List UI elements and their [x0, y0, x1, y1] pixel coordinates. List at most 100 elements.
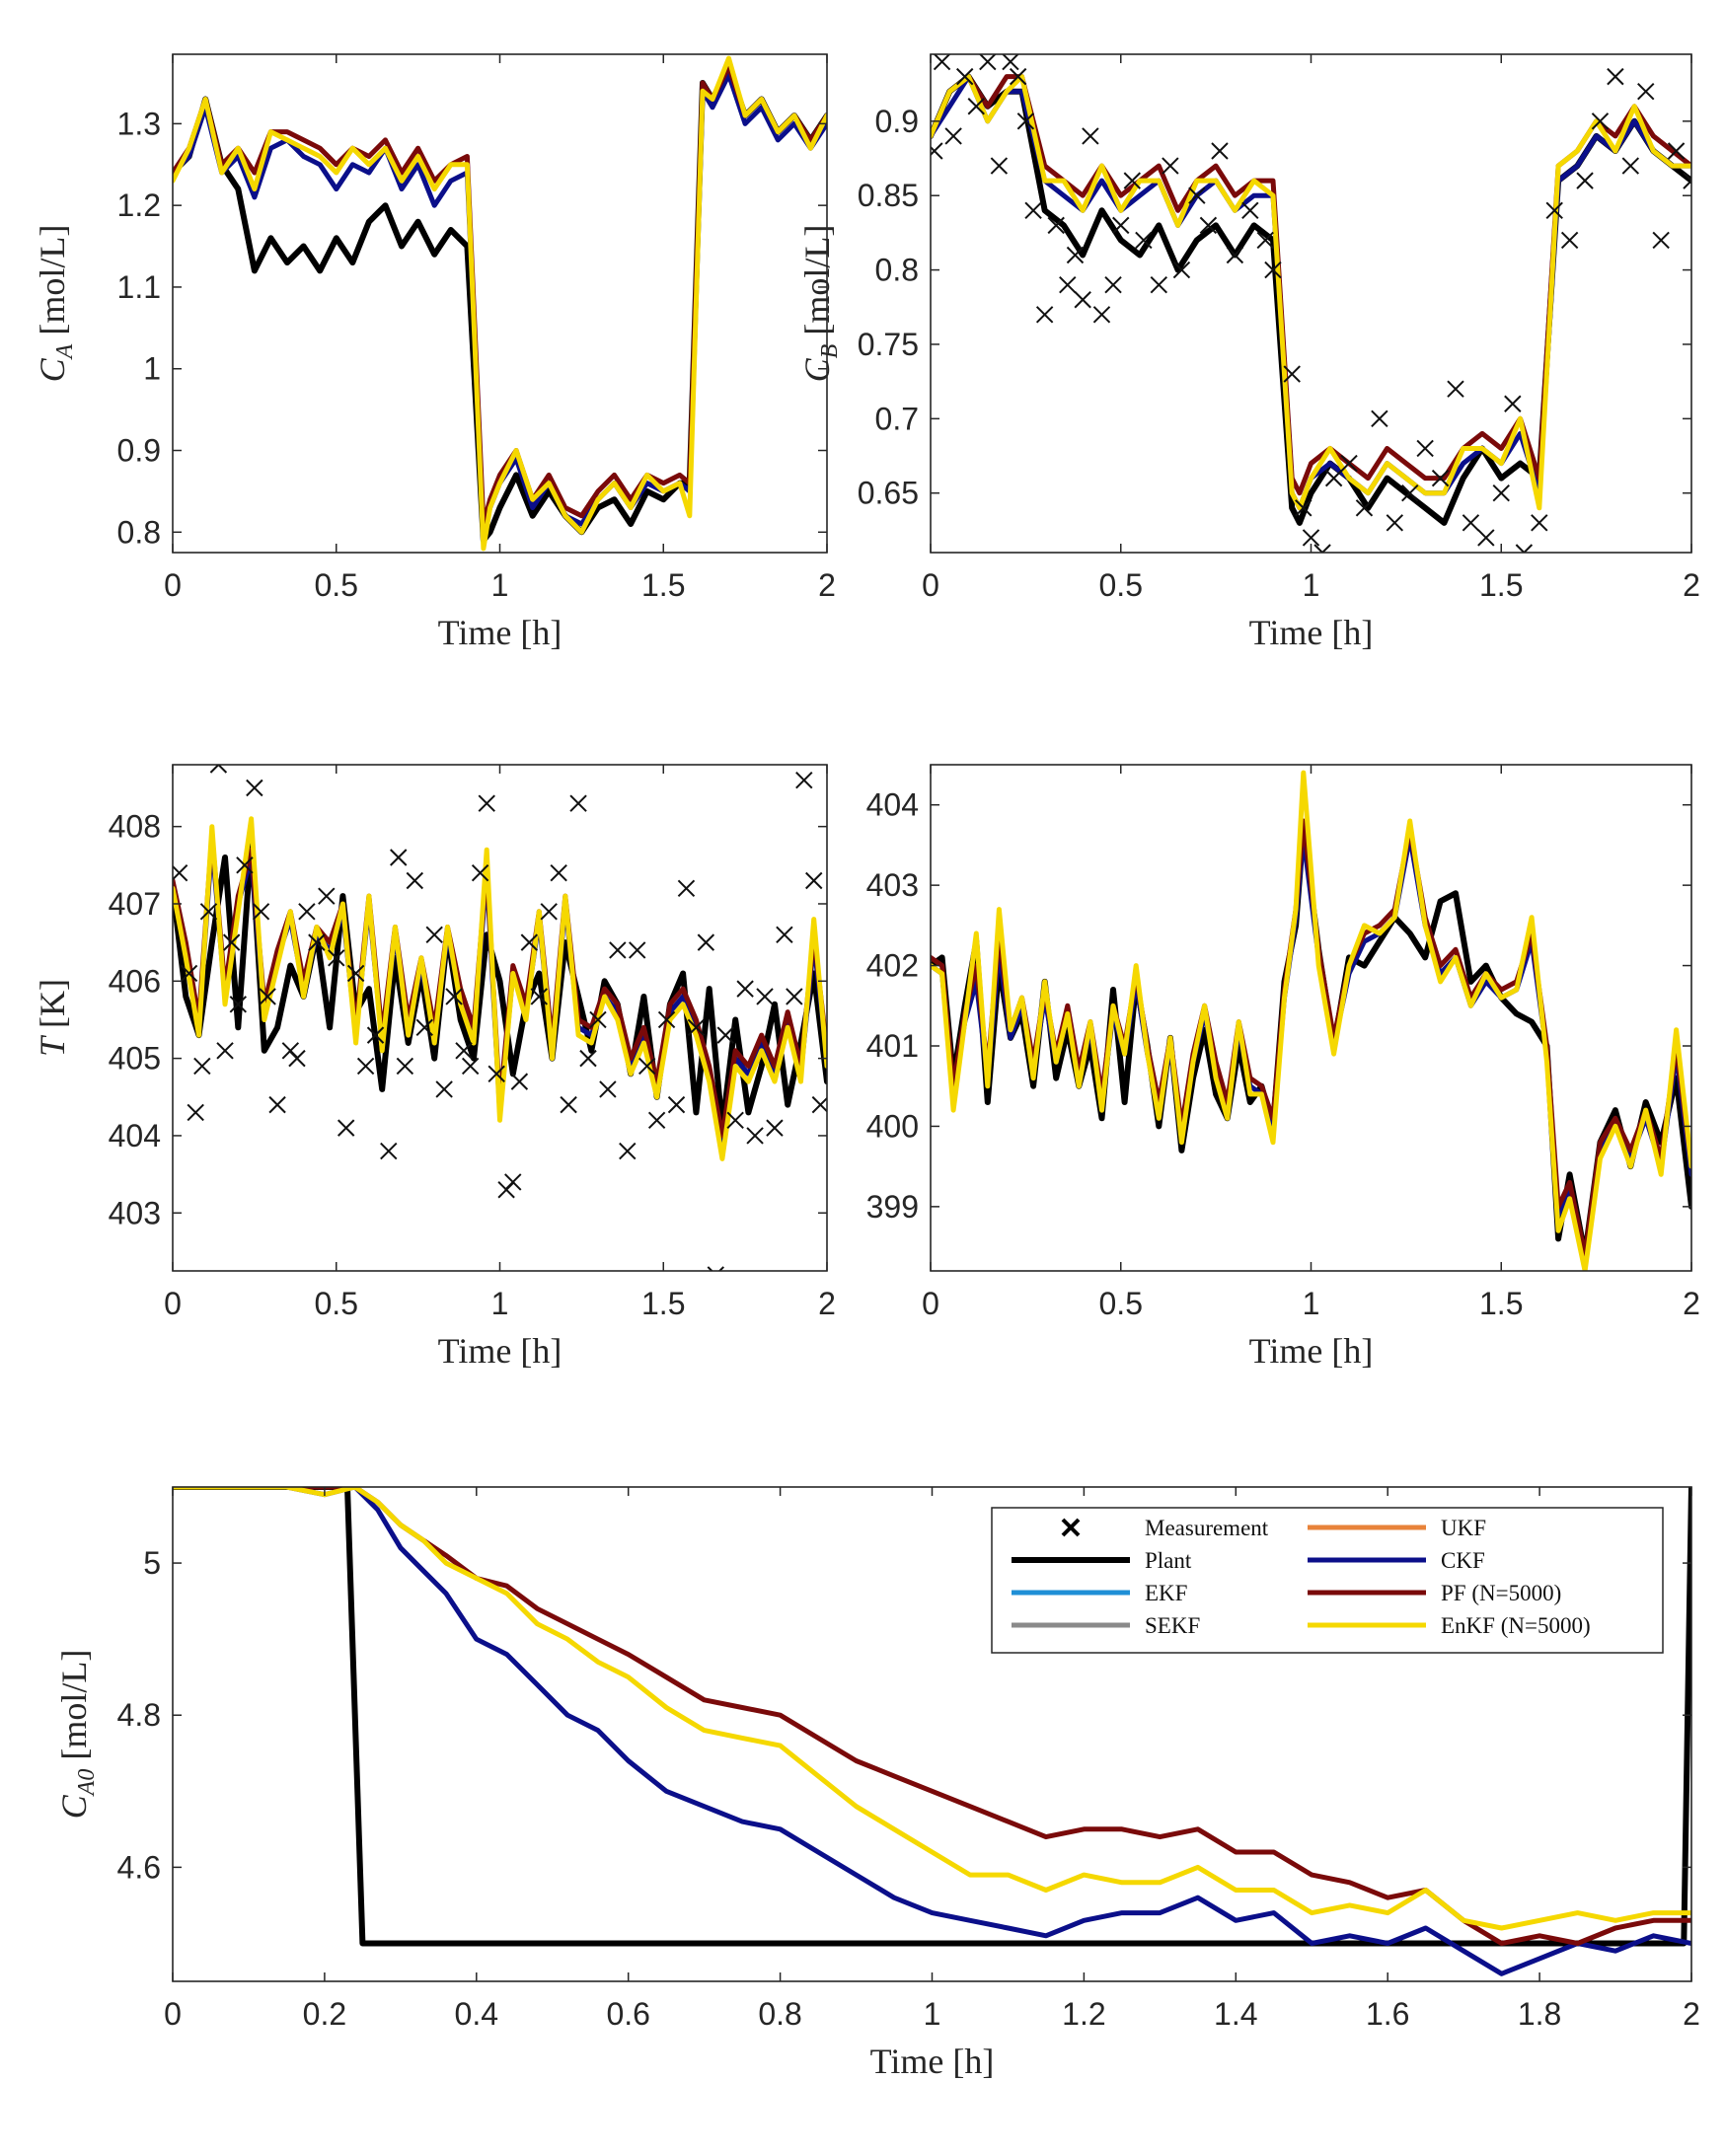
x-tick-label: 2 — [1683, 1286, 1700, 1321]
measurement-marker — [1016, 112, 1035, 130]
measurement-marker — [746, 1127, 764, 1145]
measurement-marker — [1283, 365, 1301, 383]
measurement-marker — [1047, 216, 1065, 235]
y-axis-label-subscript: A0 — [74, 1769, 100, 1798]
measurement-marker — [756, 988, 774, 1005]
plot-lines — [931, 54, 1691, 553]
x-tick-label: 0.5 — [315, 1286, 358, 1321]
measurement-marker — [687, 1018, 706, 1036]
measurement-marker — [1112, 216, 1130, 235]
x-tick-label: 1.5 — [641, 567, 685, 603]
measurement-marker — [933, 54, 951, 71]
plot-lines — [931, 770, 1691, 1271]
measurement-marker — [1652, 231, 1670, 250]
measurement-marker — [1002, 54, 1019, 71]
measurement-marker — [530, 988, 548, 1005]
y-tick-label: 405 — [109, 1041, 161, 1077]
y-tick-label: 1 — [143, 351, 161, 387]
series-line-ckf — [173, 1487, 1691, 1976]
x-tick-label: 1 — [924, 1996, 941, 2032]
measurement-marker — [766, 1119, 784, 1137]
y-tick-label: 0.7 — [875, 401, 919, 436]
y-axis-label-symbol: C — [54, 1794, 94, 1819]
measurement-marker — [1504, 395, 1522, 412]
measurement-marker — [647, 1111, 666, 1129]
measurement-marker — [931, 142, 943, 160]
x-tick-label: 0.2 — [303, 1996, 346, 2032]
measurement-marker — [390, 849, 408, 866]
legend-box — [991, 1507, 1664, 1654]
legend-label: UKF — [1441, 1516, 1486, 1540]
measurement-marker — [1515, 544, 1534, 553]
measurement-marker — [1401, 483, 1419, 502]
y-tick-label: 0.75 — [858, 327, 919, 362]
measurement-marker — [1416, 439, 1434, 458]
y-tick-label: 400 — [866, 1108, 919, 1144]
measurement-marker — [173, 863, 188, 882]
measurement-marker — [520, 933, 539, 951]
y-tick-label: 404 — [866, 787, 919, 823]
y-axis-label-subscript: B — [817, 343, 843, 358]
measurement-marker — [1576, 172, 1594, 189]
measurement-marker — [786, 988, 803, 1005]
measurement-marker — [209, 765, 228, 774]
x-axis-label: Time [h] — [870, 2042, 995, 2081]
y-tick-label: 4.8 — [117, 1697, 161, 1733]
measurement-marker — [1340, 454, 1358, 473]
measurement-marker — [1059, 275, 1077, 294]
legend-label: PF (N=5000) — [1441, 1581, 1561, 1605]
x-tick-label: 1.6 — [1366, 1996, 1409, 2032]
series-line-enkf-n-5000 — [931, 770, 1691, 1271]
measurement-marker — [955, 67, 974, 86]
measurement-marker — [246, 779, 263, 797]
x-axis-label: Time [h] — [438, 1331, 562, 1371]
legend: Measurement UKF Plant CKF EKF PF (N=5000) SEKF… — [991, 1507, 1664, 1654]
measurement-marker — [259, 988, 276, 1005]
measurement-marker — [1264, 260, 1282, 279]
measurement-marker — [1024, 201, 1042, 219]
series-line-enkf-n-5000 — [173, 816, 827, 1161]
measurement-marker — [1447, 380, 1464, 398]
measurement-marker — [415, 1018, 433, 1036]
measurement-marker — [667, 1095, 686, 1114]
y-tick-label: 1.3 — [117, 106, 161, 141]
measurement-marker — [1082, 127, 1099, 145]
measurement-marker — [236, 856, 254, 874]
y-axis-label: CA0 [mol/L] — [54, 1650, 100, 1820]
measurement-marker — [1172, 260, 1191, 279]
measurement-marker — [1545, 201, 1563, 219]
measurement-marker — [318, 887, 336, 905]
measurement-marker — [337, 1119, 355, 1137]
plot-lines — [173, 765, 827, 1271]
measurement-marker — [1621, 157, 1640, 175]
x-tick-label: 0.5 — [1099, 567, 1143, 603]
measurement-marker — [638, 1057, 656, 1076]
measurement-marker — [1226, 246, 1244, 264]
series-line-enkf-n-5000 — [173, 1487, 1691, 1931]
measurement-marker — [455, 1042, 473, 1060]
y-tick-label: 4.6 — [117, 1849, 161, 1885]
measurement-marker — [471, 863, 489, 882]
y-tick-label: 401 — [866, 1028, 919, 1064]
legend-label: Plant — [1145, 1548, 1192, 1573]
y-axis-label: T [K] — [33, 979, 72, 1057]
y-axis-label-subscript: A — [52, 343, 78, 360]
measurement-marker — [328, 949, 345, 967]
measurement-marker — [1199, 216, 1218, 235]
measurement-marker — [589, 1010, 607, 1029]
panel-jacket-temperature: 0 0.5 1 1.5 2 399 400 401 402 403 404 Time [h] — [866, 764, 1700, 1371]
y-tick-label: 1.2 — [117, 187, 161, 223]
measurement-marker — [677, 879, 696, 898]
measurement-marker — [805, 871, 823, 890]
x-tick-label: 0 — [164, 1286, 182, 1321]
measurement-marker — [425, 926, 443, 944]
series-line-enkf-n-5000 — [931, 74, 1691, 511]
measurement-marker — [707, 1266, 724, 1271]
x-tick-label: 0.5 — [1099, 1286, 1143, 1321]
series-line-plant — [173, 1487, 1691, 1947]
y-tick-label: 407 — [109, 886, 161, 922]
x-tick-label: 1 — [1303, 1286, 1320, 1321]
y-axis-label-unit: [mol/L] — [33, 225, 72, 344]
x-tick-label: 0 — [164, 1996, 182, 2032]
measurement-marker — [776, 926, 793, 944]
